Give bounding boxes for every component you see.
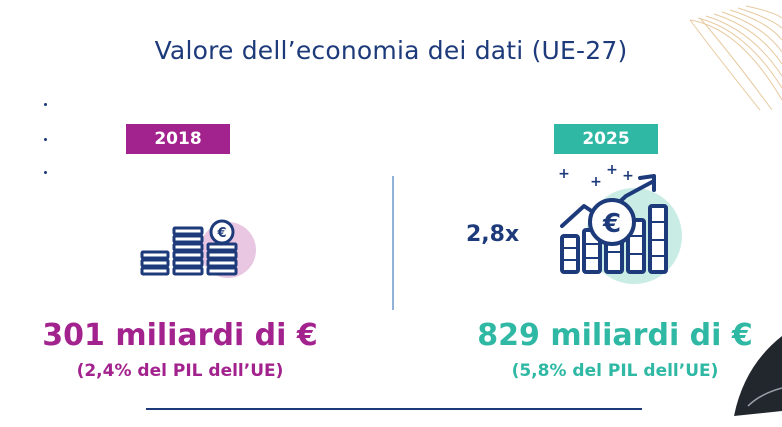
gdp-share-2025: (5,8% del PIL dell’UE) — [511, 361, 719, 381]
svg-text:+: + — [590, 174, 602, 190]
decorative-dot — [44, 138, 47, 141]
svg-text:+: + — [558, 166, 570, 182]
coin-stacks-euro-icon: € — [140, 219, 256, 278]
svg-text:€: € — [602, 209, 621, 239]
bottom-divider — [146, 408, 642, 410]
decorative-dark-shape — [734, 336, 782, 416]
year-badge-2018: 2018 — [126, 124, 230, 154]
decorative-dot — [44, 103, 47, 106]
year-badge-2025: 2025 — [554, 124, 658, 154]
svg-text:€: € — [216, 226, 226, 241]
svg-text:+: + — [622, 168, 634, 184]
decorative-leaf-lines — [689, 5, 782, 110]
growth-multiplier: 2,8x — [466, 222, 520, 247]
value-2025: 829 miliardi di € — [477, 318, 753, 353]
value-2018: 301 miliardi di € — [42, 318, 318, 353]
gdp-share-2018: (2,4% del PIL dell’UE) — [76, 361, 284, 381]
page-title: Valore dell’economia dei dati (UE-27) — [154, 36, 628, 65]
svg-text:+: + — [606, 162, 618, 178]
euro-growth-chart-icon: + + + + € — [558, 162, 682, 284]
decorative-dot — [44, 171, 47, 174]
vertical-divider — [392, 176, 394, 310]
